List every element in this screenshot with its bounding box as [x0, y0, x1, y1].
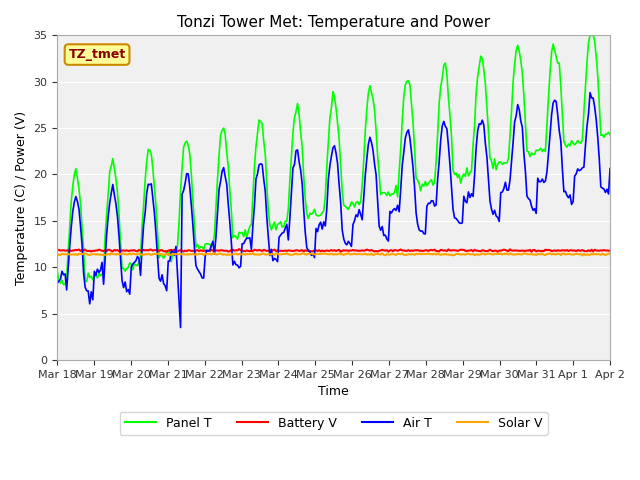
- Solar V: [108, 250, 115, 256]
- Solar V: [579, 252, 586, 258]
- Line: Battery V: Battery V: [58, 249, 610, 252]
- X-axis label: Time: Time: [318, 385, 349, 398]
- Solar V: [238, 252, 246, 257]
- Air T: [248, 247, 255, 252]
- Battery V: [297, 248, 305, 253]
- Panel T: [123, 266, 131, 272]
- Solar V: [220, 252, 227, 257]
- Panel T: [54, 269, 61, 275]
- Panel T: [586, 33, 594, 38]
- Air T: [297, 167, 305, 173]
- Battery V: [248, 248, 255, 254]
- Air T: [577, 167, 585, 173]
- Battery V: [218, 247, 226, 253]
- Air T: [586, 90, 594, 96]
- Panel T: [220, 125, 227, 131]
- Solar V: [606, 251, 614, 257]
- Air T: [54, 280, 61, 286]
- Panel T: [606, 132, 614, 138]
- Text: TZ_tmet: TZ_tmet: [68, 48, 125, 61]
- Panel T: [238, 229, 246, 235]
- Battery V: [606, 248, 614, 253]
- Air T: [606, 166, 614, 171]
- Solar V: [297, 252, 305, 257]
- Air T: [238, 241, 246, 247]
- Solar V: [54, 251, 61, 257]
- Panel T: [297, 130, 305, 135]
- Legend: Panel T, Battery V, Air T, Solar V: Panel T, Battery V, Air T, Solar V: [120, 412, 548, 435]
- Title: Tonzi Tower Met: Temperature and Power: Tonzi Tower Met: Temperature and Power: [177, 15, 490, 30]
- Panel T: [577, 140, 585, 146]
- Battery V: [54, 247, 61, 253]
- Y-axis label: Temperature (C) / Power (V): Temperature (C) / Power (V): [15, 110, 28, 285]
- Battery V: [579, 247, 586, 253]
- Air T: [220, 165, 227, 170]
- Air T: [122, 279, 129, 285]
- Battery V: [238, 248, 246, 253]
- Line: Solar V: Solar V: [58, 253, 610, 255]
- Panel T: [60, 282, 67, 288]
- Battery V: [236, 246, 243, 252]
- Air T: [177, 324, 184, 330]
- Line: Panel T: Panel T: [58, 36, 610, 285]
- Battery V: [122, 248, 129, 253]
- Line: Air T: Air T: [58, 93, 610, 327]
- Solar V: [123, 252, 131, 257]
- Panel T: [248, 222, 255, 228]
- Solar V: [577, 251, 585, 257]
- Solar V: [248, 251, 255, 257]
- Battery V: [494, 249, 502, 255]
